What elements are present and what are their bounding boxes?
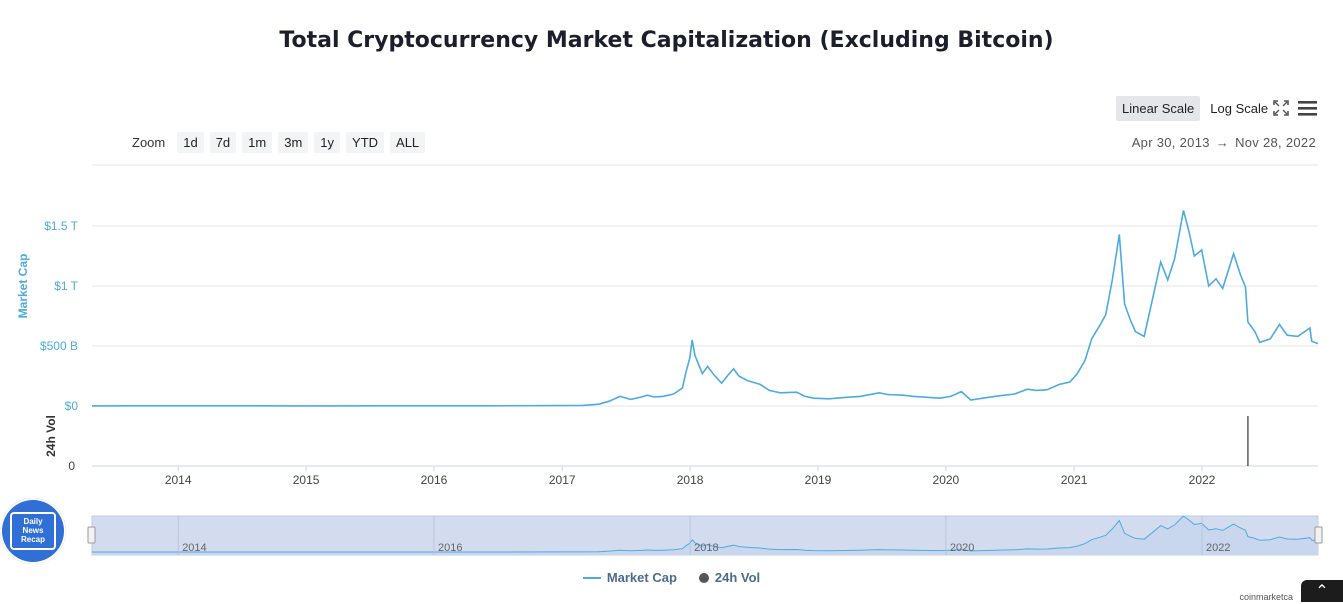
grid-lines [92, 164, 1318, 467]
zoom-ytd-button[interactable]: YTD [346, 132, 385, 153]
x-tick-label: 2015 [293, 473, 320, 487]
legend-market-cap-label: Market Cap [606, 570, 677, 585]
zoom-1m-button[interactable]: 1m [242, 132, 273, 153]
navigator-tick-label: 2022 [1206, 542, 1230, 554]
legend-volume-label: 24h Vol [714, 570, 761, 585]
navigator-tick-label: 2014 [182, 542, 206, 554]
fullscreen-icon[interactable] [1271, 98, 1293, 120]
y-axis-label: Market Cap [16, 254, 30, 319]
zoom-1y-button[interactable]: 1y [314, 132, 341, 153]
daily-news-recap-badge[interactable]: Daily News Recap [0, 498, 66, 564]
badge-line-2: News [22, 526, 44, 535]
x-tick-label: 2016 [421, 473, 448, 487]
x-tick-label: 2014 [165, 473, 192, 487]
x-tick-label: 2018 [677, 473, 704, 487]
x-tick-label: 2020 [933, 473, 960, 487]
menu-icon[interactable] [1297, 98, 1319, 120]
zoom-all-button[interactable]: ALL [390, 132, 426, 153]
x-tick-label: 2021 [1061, 473, 1088, 487]
x-tick-label: 2022 [1189, 473, 1216, 487]
date-range: Apr 30, 2013 → Nov 28, 2022 [1132, 135, 1316, 150]
chevron-up-icon: ⌃ [1315, 583, 1329, 600]
legend: Market Cap 24h Vol [0, 570, 1343, 585]
market-cap-line [91, 210, 1319, 407]
y-tick-label: $1.5 T [44, 219, 78, 233]
legend-dot-icon [698, 572, 709, 583]
badge-line-1: Daily [23, 517, 43, 526]
zoom-controls: Zoom 1d 7d 1m 3m 1y YTD ALL [132, 132, 426, 153]
zoom-3m-button[interactable]: 3m [278, 132, 309, 153]
x-tick-label: 2017 [549, 473, 576, 487]
source-credit[interactable]: coinmarketca [1239, 592, 1293, 602]
chart-title: Total Cryptocurrency Market Capitalizati… [279, 28, 1054, 53]
range-from[interactable]: Apr 30, 2013 [1131, 135, 1210, 150]
navigator-area [92, 516, 1318, 555]
legend-item-volume[interactable]: 24h Vol [698, 570, 761, 585]
legend-line-icon [582, 576, 601, 579]
range-to[interactable]: Nov 28, 2022 [1235, 135, 1316, 150]
legend-item-market-cap[interactable]: Market Cap [582, 570, 677, 585]
navigator-tick-label: 2018 [694, 542, 718, 554]
navigator: 2014 2016 2018 2020 2022 [87, 515, 1323, 556]
navigator-tick-label: 2016 [438, 542, 462, 554]
x-axis: 2014 2015 2016 2017 2018 2019 2020 2021 2022 [165, 466, 1216, 487]
y-tick-label: $1 T [54, 279, 78, 293]
linear-scale-button[interactable]: Linear Scale [1116, 96, 1201, 121]
y-axis: $0 $500 B $1 T $1.5 T [40, 219, 79, 413]
y-tick-label: $0 [65, 399, 79, 413]
navigator-handle[interactable] [87, 526, 96, 544]
volume-axis-label: 24h Vol [44, 415, 58, 457]
navigator-window [91, 515, 1319, 556]
navigator-tick-label: 2020 [950, 542, 974, 554]
navigator-line [92, 515, 1319, 553]
badge-frame: Daily News Recap [10, 512, 56, 550]
navigator-handle[interactable] [1314, 526, 1323, 544]
volume-tick-label: 0 [68, 459, 75, 473]
zoom-7d-button[interactable]: 7d [209, 132, 237, 153]
x-tick-label: 2019 [805, 473, 832, 487]
back-to-top-button[interactable]: ⌃ [1301, 580, 1343, 602]
y-tick-label: $500 B [40, 339, 78, 353]
log-scale-button[interactable]: Log Scale [1210, 101, 1269, 116]
zoom-label: Zoom [132, 135, 166, 150]
badge-line-3: Recap [20, 535, 45, 544]
zoom-1d-button[interactable]: 1d [177, 132, 204, 153]
scale-toggle: Linear Scale Log Scale [1116, 96, 1274, 121]
range-arrow: → [1215, 135, 1230, 150]
